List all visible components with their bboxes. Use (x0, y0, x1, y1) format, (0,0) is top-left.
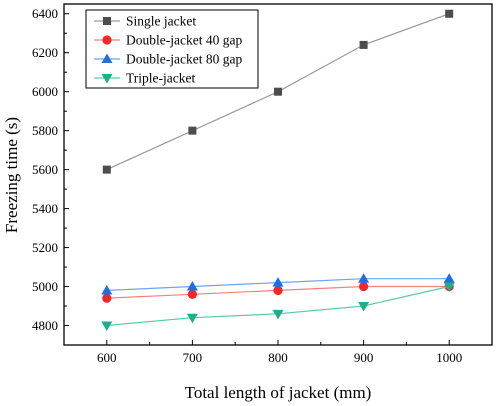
series-2 (101, 273, 455, 295)
legend-label: Single jacket (126, 14, 196, 29)
data-point (358, 273, 370, 283)
data-point (358, 302, 370, 312)
y-tick-label: 5800 (32, 123, 58, 138)
legend-label: Double-jacket 80 gap (126, 52, 242, 67)
x-tick-label: 1000 (436, 350, 462, 365)
data-point (272, 277, 284, 287)
data-point (359, 281, 369, 292)
y-tick-label: 5200 (32, 240, 58, 255)
axis-ticks: 600 700 800 900 1000 4800 5000 5200 5400 5600 5800… (32, 6, 462, 365)
legend-marker (101, 53, 113, 63)
data-point (186, 281, 198, 291)
legend-marker (103, 17, 111, 25)
y-tick-label: 5400 (32, 201, 58, 216)
y-tick-label: 5000 (32, 279, 58, 294)
series-0 (102, 9, 454, 174)
data-point (272, 309, 284, 320)
data-point (359, 40, 368, 49)
y-tick-label: 4800 (32, 318, 58, 333)
legend-label: Double-jacket 40 gap (126, 33, 242, 48)
y-axis-title: Freezing time (s) (2, 117, 21, 233)
data-point (101, 321, 113, 332)
data-point (187, 289, 197, 299)
x-axis-title: Total length of jacket (mm) (185, 383, 372, 402)
y-tick-label: 6200 (32, 45, 58, 60)
data-point (443, 273, 455, 283)
x-tick-label: 700 (183, 350, 203, 365)
data-point (273, 285, 283, 296)
data-point (102, 165, 111, 174)
data-point (188, 126, 197, 135)
series-layer (101, 9, 455, 332)
data-point (443, 282, 455, 293)
data-point (186, 313, 198, 324)
legend-box (85, 9, 259, 89)
y-tick-label: 6000 (32, 84, 58, 99)
data-point (102, 293, 112, 303)
series-3 (101, 282, 455, 332)
legend-marker (102, 35, 112, 45)
y-tick-label: 5600 (32, 162, 58, 177)
x-tick-label: 800 (268, 350, 288, 365)
data-point (274, 87, 282, 96)
x-tick-label: 900 (354, 350, 374, 365)
legend-marker (101, 74, 113, 84)
data-point (445, 9, 454, 18)
data-point (101, 284, 113, 295)
y-tick-label: 6400 (32, 6, 58, 21)
legend: Single jacket Double-jacket 40 gap Double-… (85, 9, 259, 89)
legend-label: Triple-jacket (126, 71, 195, 86)
x-tick-label: 600 (97, 350, 117, 365)
